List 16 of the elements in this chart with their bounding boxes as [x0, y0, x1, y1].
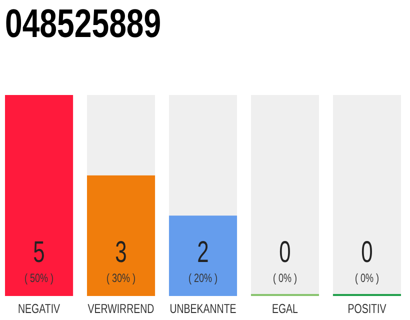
annotation: ( 20% )	[188, 272, 218, 286]
x-tick-label: NEGATIV	[18, 302, 60, 316]
annotation: ( 0% )	[354, 272, 379, 286]
data-label: 2	[197, 236, 209, 269]
x-tick-label: POSITIV	[348, 302, 386, 316]
x-tick-label: UNBEKANNTE	[170, 302, 237, 316]
data-label: 5	[33, 236, 45, 269]
annotation: ( 50% )	[24, 272, 54, 286]
data-label: 0	[361, 236, 373, 269]
data-label: 3	[115, 236, 127, 269]
data-label: 0	[279, 236, 291, 269]
x-tick-label: EGAL	[272, 302, 298, 316]
annotation: ( 30% )	[106, 272, 136, 286]
annotation: ( 0% )	[272, 272, 297, 286]
x-tick-label: VERWIRREND	[88, 302, 154, 316]
chart-title: 048525889	[5, 1, 162, 46]
